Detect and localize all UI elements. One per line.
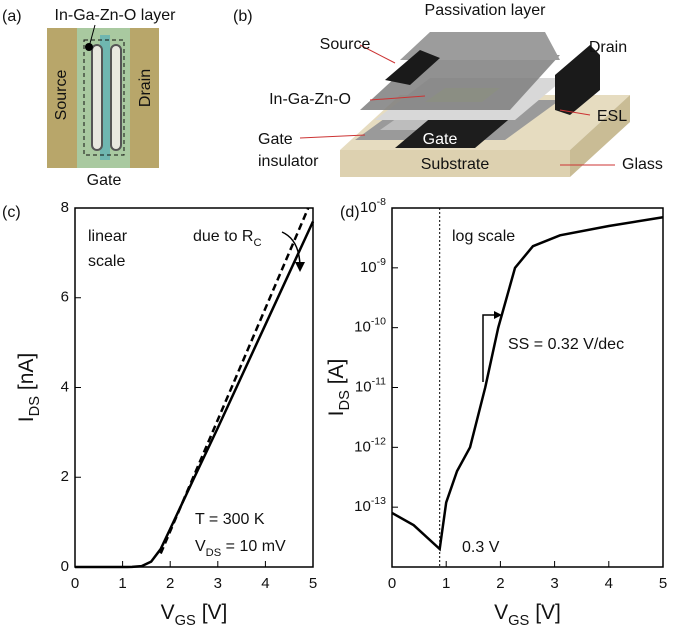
subscript: C <box>253 237 261 249</box>
data-line <box>159 207 310 555</box>
label: due to RC <box>193 228 262 249</box>
label-part: = 10 mV <box>221 538 286 555</box>
y-tick-label: 6 <box>61 289 69 306</box>
label-part: V <box>195 538 206 555</box>
label: VGS [V] <box>494 601 561 629</box>
subscript: DS <box>337 390 353 411</box>
data-line <box>75 220 315 569</box>
panel-label: (b) <box>233 8 253 25</box>
source-label: Source <box>53 70 70 121</box>
arrow-head <box>494 311 502 319</box>
layer-label: In-Ga-Zn-O layer <box>55 7 177 24</box>
x-tick-label: 0 <box>388 575 396 592</box>
x-tick-label: 1 <box>118 575 126 592</box>
annotation: scale <box>88 253 125 270</box>
gate-label: Gate <box>423 131 458 148</box>
source-label: Source <box>320 36 371 53</box>
drain-label: Drain <box>137 69 154 107</box>
ss-bracket <box>482 314 497 382</box>
y-tick-label: 2 <box>61 468 69 485</box>
panel-label: (d) <box>340 204 360 221</box>
igzo-label: In-Ga-Zn-O <box>269 91 351 108</box>
data-line <box>391 216 664 552</box>
x-tick-label: 4 <box>261 575 269 592</box>
label-part: [A] <box>325 359 348 391</box>
y-tick-label: 10-8 <box>360 196 386 216</box>
y-tick-label: 10-11 <box>355 375 386 395</box>
subscript: DS <box>27 396 43 417</box>
arrow-head <box>295 262 305 272</box>
glass-label: Glass <box>622 156 663 173</box>
label: VDS = 10 mV <box>195 538 286 559</box>
label-part: due to R <box>193 228 253 245</box>
label: VGS [V] <box>161 601 228 629</box>
y-tick-label: 10-12 <box>354 435 386 455</box>
x-tick-label: 3 <box>550 575 558 592</box>
x-tick-label: 3 <box>214 575 222 592</box>
label-part: [V] <box>196 601 228 624</box>
label-part: V <box>161 601 175 624</box>
label-part: [nA] <box>15 353 38 396</box>
x-tick-label: 2 <box>496 575 504 592</box>
x-tick-label: 1 <box>442 575 450 592</box>
label-part: I <box>15 416 38 422</box>
subscript: GS <box>508 613 529 629</box>
plot-frame <box>391 207 664 568</box>
x-tick-label: 5 <box>659 575 667 592</box>
annotation: SS = 0.32 V/dec <box>508 336 624 353</box>
panel-label: (a) <box>2 8 22 25</box>
annotation: 0.3 V <box>462 539 500 556</box>
panel-label: (c) <box>2 204 21 221</box>
x-tick-label: 4 <box>605 575 613 592</box>
esl-label: ESL <box>597 108 627 125</box>
y-tick-label: 4 <box>61 378 69 395</box>
annotation: T = 300 K <box>195 511 265 528</box>
y-tick-label: 10-13 <box>354 495 386 515</box>
label: IDS [A] <box>325 359 353 417</box>
y-tick-label: 8 <box>61 199 69 216</box>
x-tick-label: 5 <box>309 575 317 592</box>
gate-insulator-label: Gate <box>258 131 293 148</box>
label-part: [V] <box>529 601 561 624</box>
gate-insulator-label: insulator <box>258 153 319 170</box>
annotation: linear <box>88 228 128 245</box>
substrate-label: Substrate <box>421 156 490 173</box>
drain-label: Drain <box>589 39 627 56</box>
y-tick-label: 0 <box>61 558 69 575</box>
micrograph <box>47 24 159 168</box>
subscript: DS <box>206 547 222 559</box>
label: IDS [nA] <box>15 353 43 422</box>
gate-label: Gate <box>87 172 122 189</box>
label-part: V <box>494 601 508 624</box>
label-part: I <box>325 411 348 417</box>
y-tick-label: 10-10 <box>354 315 386 335</box>
y-tick-label: 10-9 <box>360 256 386 276</box>
subscript: GS <box>175 613 196 629</box>
passivation-label: Passivation layer <box>425 2 547 19</box>
x-tick-label: 2 <box>166 575 174 592</box>
annotation: log scale <box>452 228 515 245</box>
x-tick-label: 0 <box>71 575 79 592</box>
device-diagram <box>299 32 630 177</box>
